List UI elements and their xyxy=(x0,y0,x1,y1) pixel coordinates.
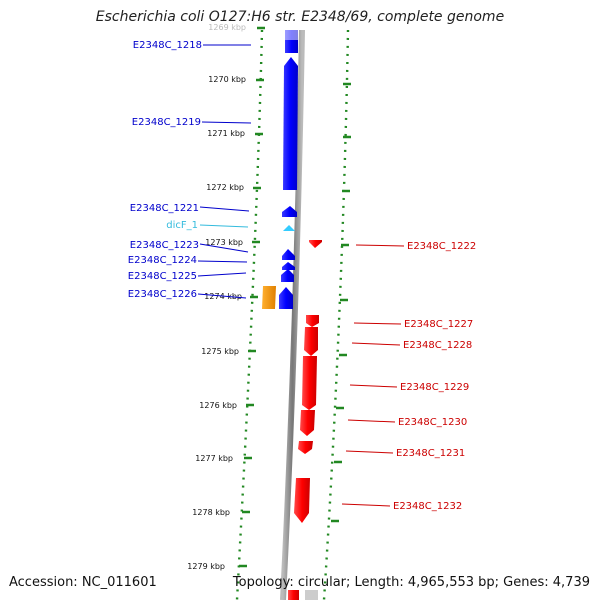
scale-label: 1275 kbp xyxy=(201,347,239,356)
rna-feature[interactable] xyxy=(283,225,295,231)
scale-track-inner xyxy=(322,29,350,600)
scale-label: 1269 kbp xyxy=(208,23,246,32)
gene-label[interactable]: E2348C_1221 xyxy=(130,203,199,214)
gene-feature[interactable] xyxy=(283,57,298,190)
gene-feature[interactable] xyxy=(285,40,298,53)
gene-feature[interactable] xyxy=(306,315,319,327)
right-gene-labels: E2348C_1222 E2348C_1227 E2348C_1228 E234… xyxy=(393,241,476,512)
gene-feature[interactable] xyxy=(282,249,295,260)
gene-feature[interactable] xyxy=(298,441,313,454)
gene-label[interactable]: E2348C_1228 xyxy=(403,340,472,351)
genome-backbone xyxy=(280,29,305,600)
gene-label[interactable]: E2348C_1231 xyxy=(396,448,465,459)
gene-label[interactable]: E2348C_1218 xyxy=(133,40,202,51)
gene-feature[interactable] xyxy=(309,240,322,248)
gene-feature[interactable] xyxy=(288,590,299,600)
scale-label: 1272 kbp xyxy=(206,183,244,192)
gene-feature[interactable] xyxy=(282,262,295,270)
gene-feature[interactable] xyxy=(294,478,310,523)
gene-label[interactable]: E2348C_1232 xyxy=(393,501,462,512)
gene-label[interactable]: E2348C_1219 xyxy=(132,117,201,128)
gene-label[interactable]: E2348C_1224 xyxy=(128,255,197,266)
gene-feature[interactable] xyxy=(304,327,318,356)
scale-ticks-outer xyxy=(239,26,265,568)
gene-feature[interactable] xyxy=(279,287,293,309)
gene-label[interactable]: E2348C_1223 xyxy=(130,240,199,251)
gene-feature[interactable] xyxy=(281,269,294,282)
genome-summary: Topology: circular; Length: 4,965,553 bp… xyxy=(232,575,590,590)
scale-label: 1276 kbp xyxy=(199,401,237,410)
gene-feature[interactable] xyxy=(302,356,317,410)
scale-label: 1279 kbp xyxy=(187,562,225,571)
map-title: Escherichia coli O127:H6 str. E2348/69, … xyxy=(95,9,505,25)
scale-label: 1278 kbp xyxy=(192,508,230,517)
gene-label[interactable]: dicF_1 xyxy=(166,220,198,231)
accession-label: Accession: NC_011601 xyxy=(9,575,157,590)
right-label-leaders xyxy=(341,244,405,507)
scale-label: 1270 kbp xyxy=(208,75,246,84)
gene-label[interactable]: E2348C_1227 xyxy=(404,319,473,330)
scale-label: 1271 kbp xyxy=(207,129,245,138)
gene-label[interactable]: E2348C_1230 xyxy=(398,417,467,428)
other-feature[interactable] xyxy=(262,286,276,309)
gene-feature[interactable] xyxy=(305,590,318,600)
scale-ticks-inner xyxy=(331,82,351,523)
gene-label[interactable]: E2348C_1222 xyxy=(407,241,476,252)
gene-feature[interactable] xyxy=(282,206,297,217)
left-gene-labels: E2348C_1218 E2348C_1219 E2348C_1221 dicF… xyxy=(128,40,202,300)
gene-label[interactable]: E2348C_1229 xyxy=(400,382,469,393)
gene-label[interactable]: E2348C_1226 xyxy=(128,289,197,300)
scale-label: 1273 kbp xyxy=(205,238,243,247)
gene-label[interactable]: E2348C_1225 xyxy=(128,271,197,282)
gene-feature[interactable] xyxy=(300,410,315,436)
forward-strand-features[interactable] xyxy=(262,30,298,309)
scale-label: 1277 kbp xyxy=(195,454,233,463)
left-label-leaders xyxy=(197,44,252,299)
gene-feature[interactable] xyxy=(285,30,298,40)
scale-track-outer xyxy=(235,29,264,600)
reverse-strand-features[interactable] xyxy=(288,240,322,600)
